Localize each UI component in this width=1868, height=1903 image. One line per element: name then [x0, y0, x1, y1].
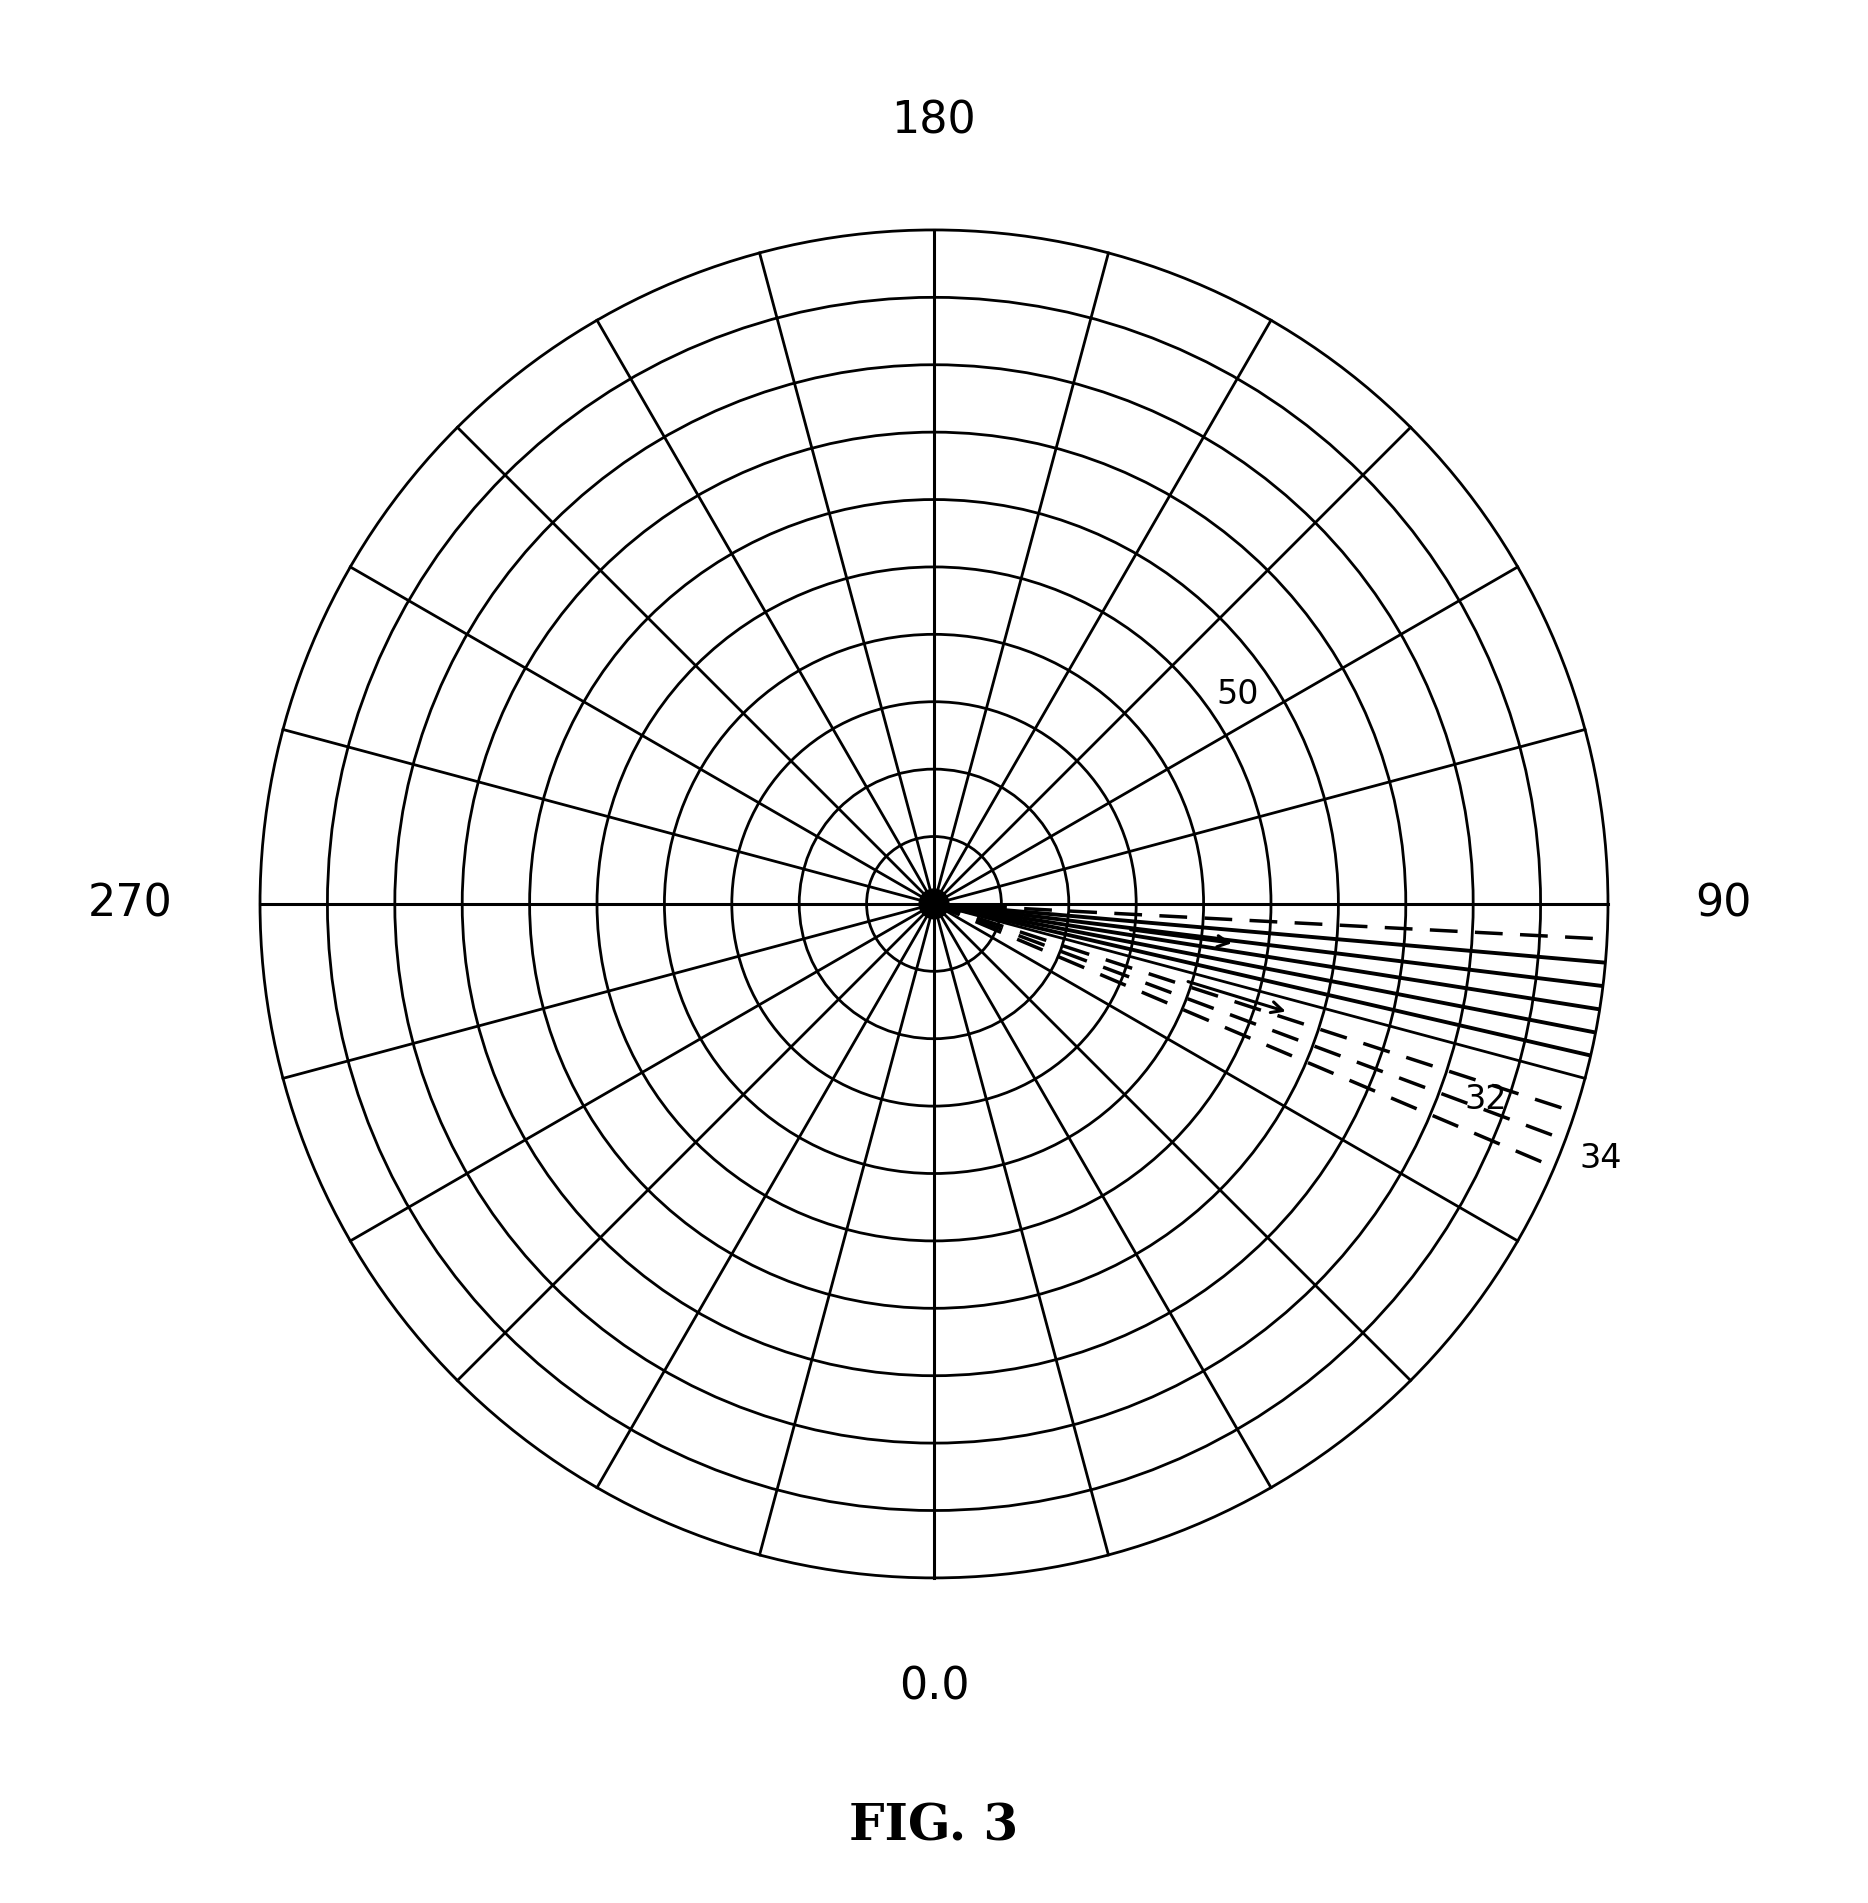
Circle shape	[919, 889, 949, 919]
Text: 32: 32	[1465, 1083, 1507, 1117]
Text: 180: 180	[891, 99, 977, 143]
Text: 90: 90	[1696, 883, 1752, 925]
Text: 34: 34	[1580, 1142, 1623, 1174]
Text: 0.0: 0.0	[899, 1665, 969, 1709]
Text: FIG. 3: FIG. 3	[850, 1802, 1018, 1852]
Text: 50: 50	[1216, 677, 1259, 710]
Text: 270: 270	[88, 883, 172, 925]
